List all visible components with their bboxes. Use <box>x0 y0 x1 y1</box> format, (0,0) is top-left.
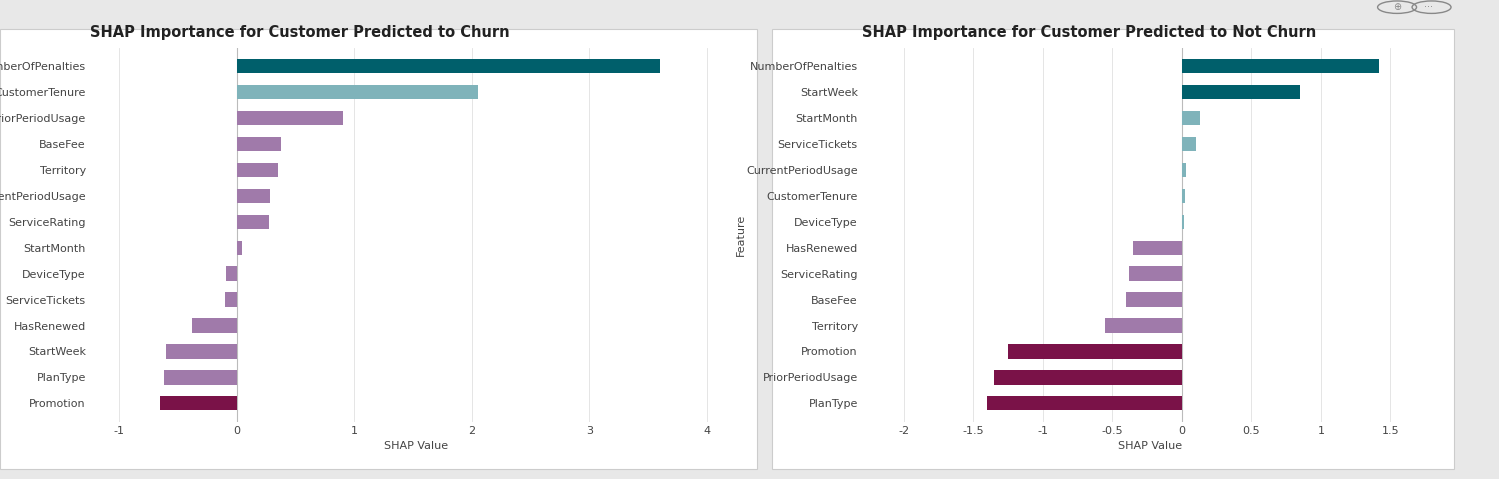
Bar <box>160 396 237 411</box>
Bar <box>1007 344 1181 359</box>
Bar <box>994 370 1181 385</box>
Bar <box>226 266 237 281</box>
Bar <box>1129 266 1181 281</box>
Bar <box>986 396 1181 411</box>
Text: ⊕: ⊕ <box>1393 2 1402 12</box>
Bar <box>192 319 237 332</box>
Bar <box>225 293 237 307</box>
Text: SHAP Importance for Customer Predicted to Not Churn: SHAP Importance for Customer Predicted t… <box>862 25 1316 40</box>
X-axis label: SHAP Value: SHAP Value <box>1118 441 1183 451</box>
Bar <box>1181 111 1199 125</box>
Bar <box>1181 137 1196 151</box>
Bar <box>237 59 660 73</box>
Bar <box>1181 59 1379 73</box>
Bar <box>237 85 478 99</box>
Bar <box>1181 189 1184 203</box>
Bar <box>1181 215 1184 229</box>
Bar <box>1181 85 1300 99</box>
Bar <box>237 240 241 255</box>
Bar <box>1133 240 1181 255</box>
Bar <box>237 163 277 177</box>
Bar <box>237 111 343 125</box>
Bar <box>1181 163 1186 177</box>
Bar <box>237 137 282 151</box>
Bar <box>237 189 270 203</box>
X-axis label: SHAP Value: SHAP Value <box>384 441 448 451</box>
Bar <box>237 215 268 229</box>
Bar <box>166 344 237 359</box>
Text: SHAP Importance for Customer Predicted to Churn: SHAP Importance for Customer Predicted t… <box>90 25 510 40</box>
Bar <box>163 370 237 385</box>
Y-axis label: Feature: Feature <box>736 214 745 256</box>
Bar <box>1126 293 1181 307</box>
Text: ···: ··· <box>1424 2 1433 12</box>
Bar <box>1105 319 1181 332</box>
